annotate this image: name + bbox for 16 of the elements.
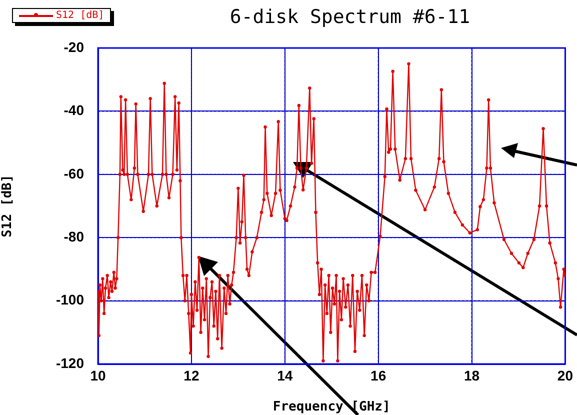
legend-label: S12 [dB] — [56, 10, 104, 21]
y-tick-label: -100 — [56, 292, 84, 308]
y-tick-label: -80 — [64, 228, 84, 244]
x-tick-label: 16 — [370, 367, 386, 384]
y-tick-label: -120 — [56, 354, 84, 371]
x-tick-label: 18 — [464, 367, 480, 384]
y-axis-title: S12 [dB] — [0, 174, 16, 238]
x-tick-label: 12 — [184, 367, 200, 384]
x-tick-label: 20 — [557, 367, 574, 384]
y-tick-label: -60 — [64, 165, 84, 182]
x-axis-title: Frequency [GHz] — [272, 400, 390, 415]
x-tick-label: 10 — [90, 367, 106, 384]
y-tick-label: -20 — [64, 38, 84, 55]
y-tick-label: -40 — [64, 102, 84, 118]
chart-title: 6-disk Spectrum #6-11 — [228, 6, 472, 28]
x-tick-label: 14 — [277, 367, 293, 384]
